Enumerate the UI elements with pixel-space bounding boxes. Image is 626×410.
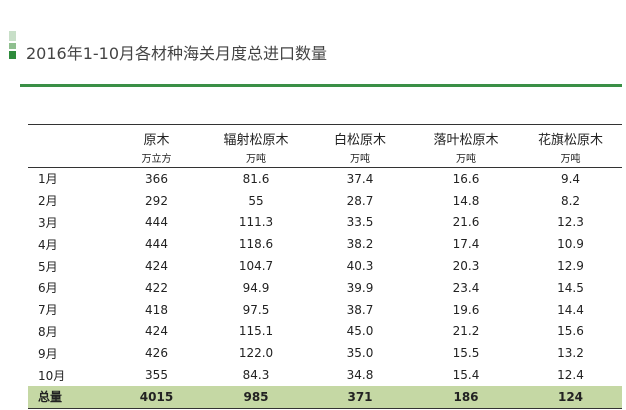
- month-cell: 6月: [38, 281, 58, 296]
- month-cell: 3月: [38, 215, 58, 230]
- total-value: 124: [519, 385, 622, 409]
- value-cell: 14.5: [557, 280, 584, 295]
- value-cell: 40.3: [346, 259, 374, 274]
- value-cell: 97.5: [242, 302, 270, 317]
- value-cell: 366: [145, 171, 168, 186]
- value-cell: 292: [145, 193, 168, 208]
- value-cell: 444: [145, 215, 168, 230]
- total-label: 总量: [28, 385, 108, 409]
- table-row: 3月 444 111.3 33.5 21.6 12.3: [28, 212, 622, 234]
- value-cell: 34.8: [346, 368, 374, 383]
- table-row: 6月 422 94.9 39.9 23.4 14.5: [28, 277, 622, 299]
- month-cell: 10月: [38, 368, 66, 383]
- value-cell: 118.6: [238, 237, 274, 252]
- import-table: 原木 辐射松原木 白松原木 落叶松原木 花旗松原木 万立方 万吨 万吨 万吨 万…: [28, 124, 622, 409]
- value-cell: 84.3: [242, 368, 270, 383]
- month-cell: 9月: [38, 346, 58, 361]
- value-cell: 19.6: [452, 302, 480, 317]
- header-row: 原木 辐射松原木 白松原木 落叶松原木 花旗松原木: [28, 124, 622, 149]
- value-cell: 122.0: [238, 346, 274, 361]
- total-value: 371: [307, 385, 413, 409]
- value-cell: 418: [145, 302, 168, 317]
- value-cell: 38.2: [346, 237, 374, 252]
- total-value: 985: [205, 385, 307, 409]
- unit-row: 万立方 万吨 万吨 万吨 万吨: [28, 149, 622, 168]
- title-marker-mid: [9, 43, 16, 49]
- value-cell: 16.6: [452, 171, 480, 186]
- month-cell: 5月: [38, 259, 58, 274]
- value-cell: 35.0: [346, 346, 374, 361]
- month-cell: 2月: [38, 194, 58, 209]
- title-marker-dark: [9, 51, 16, 59]
- title-marker-light: [9, 31, 16, 41]
- value-cell: 13.2: [557, 346, 584, 361]
- value-cell: 14.4: [557, 302, 584, 317]
- value-cell: 424: [145, 324, 168, 339]
- value-cell: 38.7: [346, 302, 374, 317]
- value-cell: 12.9: [557, 259, 584, 274]
- value-cell: 115.1: [238, 324, 274, 339]
- value-cell: 15.5: [452, 346, 480, 361]
- table-row: 8月 424 115.1 45.0 21.2 15.6: [28, 321, 622, 343]
- table-row: 4月 444 118.6 38.2 17.4 10.9: [28, 233, 622, 255]
- value-cell: 15.4: [452, 368, 480, 383]
- table-row: 7月 418 97.5 38.7 19.6 14.4: [28, 299, 622, 321]
- value-cell: 21.6: [452, 215, 480, 230]
- value-cell: 9.4: [560, 171, 581, 186]
- header-name: 原木: [108, 124, 205, 149]
- value-cell: 422: [145, 280, 168, 295]
- value-cell: 17.4: [452, 237, 480, 252]
- value-cell: 37.4: [346, 171, 374, 186]
- header-name: 花旗松原木: [519, 124, 622, 149]
- value-cell: 94.9: [242, 280, 270, 295]
- header-name: 落叶松原木: [413, 124, 519, 149]
- value-cell: 104.7: [238, 259, 274, 274]
- value-cell: 21.2: [452, 324, 480, 339]
- value-cell: 39.9: [346, 280, 374, 295]
- value-cell: 444: [145, 237, 168, 252]
- value-cell: 12.4: [557, 368, 584, 383]
- value-cell: 45.0: [346, 324, 374, 339]
- header-unit: 万吨: [519, 149, 622, 168]
- header-unit: 万吨: [205, 149, 307, 168]
- value-cell: 355: [145, 368, 168, 383]
- value-cell: 55: [248, 193, 264, 208]
- value-cell: 23.4: [452, 280, 480, 295]
- table-row: 9月 426 122.0 35.0 15.5 13.2: [28, 342, 622, 364]
- header-unit: 万立方: [108, 149, 205, 168]
- value-cell: 426: [145, 346, 168, 361]
- page-title: 2016年1-10月各材种海关月度总进口数量: [26, 44, 328, 63]
- total-value: 186: [413, 385, 519, 409]
- header-blank: [28, 124, 108, 149]
- month-cell: 4月: [38, 237, 58, 252]
- month-cell: 8月: [38, 324, 58, 339]
- value-cell: 10.9: [557, 237, 584, 252]
- table-row: 10月 355 84.3 34.8 15.4 12.4: [28, 364, 622, 386]
- value-cell: 81.6: [242, 171, 270, 186]
- header-name: 白松原木: [307, 124, 413, 149]
- header-name: 辐射松原木: [205, 124, 307, 149]
- unit-blank: [28, 149, 108, 168]
- value-cell: 12.3: [557, 215, 584, 230]
- header-unit: 万吨: [413, 149, 519, 168]
- month-cell: 1月: [38, 172, 58, 187]
- value-cell: 33.5: [346, 215, 374, 230]
- title-divider: [20, 84, 622, 87]
- total-value: 4015: [108, 385, 205, 409]
- header-unit: 万吨: [307, 149, 413, 168]
- table-row: 5月 424 104.7 40.3 20.3 12.9: [28, 255, 622, 277]
- table-row: 2月 292 55 28.7 14.8 8.2: [28, 190, 622, 212]
- value-cell: 20.3: [452, 259, 480, 274]
- value-cell: 14.8: [452, 193, 480, 208]
- value-cell: 15.6: [557, 324, 584, 339]
- month-cell: 7月: [38, 303, 58, 318]
- value-cell: 424: [145, 259, 168, 274]
- value-cell: 111.3: [238, 215, 274, 230]
- value-cell: 28.7: [346, 193, 374, 208]
- total-row: 总量 4015 985 371 186 124: [28, 385, 622, 409]
- table-row: 1月 366 81.6 37.4 16.6 9.4: [28, 168, 622, 190]
- value-cell: 8.2: [560, 193, 581, 208]
